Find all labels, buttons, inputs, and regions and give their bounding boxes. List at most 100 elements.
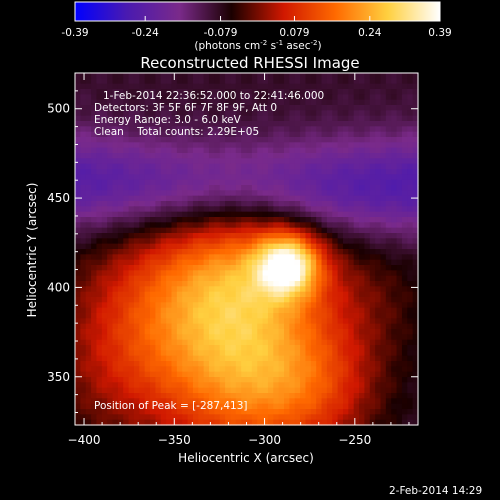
heatmap-cell	[262, 398, 269, 405]
heatmap-cell	[192, 206, 199, 213]
heatmap-cell	[225, 371, 232, 378]
heatmap-cell	[364, 409, 371, 415]
heatmap-cell	[182, 185, 189, 191]
heatmap-cell	[294, 121, 301, 127]
heatmap-cell	[241, 110, 248, 117]
heatmap-cell	[305, 142, 312, 149]
heatmap-cell	[219, 206, 226, 213]
heatmap-cell	[166, 222, 173, 229]
heatmap-cell	[342, 233, 349, 239]
heatmap-cell	[155, 227, 162, 234]
heatmap-cell	[219, 345, 226, 351]
heatmap-cell	[192, 350, 199, 357]
heatmap-cell	[257, 147, 264, 154]
heatmap-cell	[310, 195, 317, 202]
heatmap-cell	[128, 297, 135, 303]
heatmap-cell	[407, 377, 414, 383]
heatmap-cell	[407, 73, 414, 79]
heatmap-cell	[171, 83, 178, 90]
heatmap-cell	[192, 403, 199, 410]
heatmap-cell	[225, 350, 232, 357]
heatmap-cell	[353, 94, 360, 101]
x-tick-label: −400	[68, 433, 101, 447]
heatmap-cell	[380, 270, 387, 277]
heatmap-cell	[316, 329, 323, 335]
heatmap-cell	[75, 163, 81, 170]
heatmap-cell	[85, 350, 92, 357]
heatmap-cell	[262, 126, 269, 133]
heatmap-cell	[257, 323, 264, 330]
heatmap-cell	[326, 179, 333, 186]
heatmap-cell	[85, 318, 92, 325]
heatmap-cell	[139, 334, 146, 341]
heatmap-cell	[273, 254, 280, 261]
heatmap-cell	[230, 243, 237, 250]
heatmap-cell	[123, 361, 130, 367]
heatmap-cell	[123, 243, 130, 250]
heatmap-cell	[107, 169, 114, 175]
heatmap-cell	[359, 291, 366, 298]
heatmap-cell	[225, 121, 232, 127]
heatmap-cell	[391, 254, 398, 261]
heatmap-cell	[198, 403, 205, 410]
heatmap-cell	[214, 286, 221, 293]
heatmap-cell	[214, 350, 221, 357]
heatmap-cell	[401, 185, 408, 191]
heatmap-cell	[348, 302, 355, 309]
heatmap-cell	[241, 105, 248, 111]
heatmap-cell	[166, 313, 173, 319]
heatmap-cell	[176, 211, 183, 218]
heatmap-cell	[337, 115, 344, 122]
heatmap-cell	[123, 190, 130, 197]
heatmap-cell	[289, 78, 296, 85]
heatmap-cell	[176, 307, 183, 314]
heatmap-cell	[364, 99, 371, 106]
heatmap-cell	[273, 355, 280, 362]
heatmap-cell	[284, 291, 290, 298]
heatmap-cell	[326, 345, 333, 351]
heatmap-cell	[316, 254, 323, 261]
heatmap-cell	[133, 179, 140, 186]
heatmap-cell	[203, 318, 210, 325]
heatmap-cell	[128, 291, 135, 298]
heatmap-cell	[391, 131, 398, 138]
heatmap-cell	[326, 227, 333, 234]
heatmap-cell	[364, 211, 371, 218]
heatmap-cell	[117, 350, 124, 357]
heatmap-cell	[407, 238, 414, 245]
heatmap-cell	[80, 158, 87, 165]
heatmap-cell	[407, 318, 414, 325]
heatmap-cell	[107, 419, 114, 426]
heatmap-cell	[284, 201, 290, 207]
heatmap-cell	[155, 387, 162, 394]
heatmap-cell	[273, 185, 280, 191]
heatmap-cell	[144, 275, 151, 282]
heatmap-cell	[155, 238, 162, 245]
heatmap-cell	[300, 94, 307, 101]
heatmap-cell	[359, 254, 366, 261]
heatmap-cell	[369, 281, 376, 287]
heatmap-cell	[267, 131, 274, 138]
heatmap-cell	[182, 409, 189, 415]
heatmap-cell	[284, 414, 290, 421]
heatmap-cell	[96, 259, 103, 266]
heatmap-cell	[246, 393, 253, 399]
heatmap-cell	[171, 291, 178, 298]
heatmap-cell	[369, 163, 376, 170]
heatmap-cell	[225, 179, 232, 186]
heatmap-cell	[326, 222, 333, 229]
heatmap-cell	[166, 339, 173, 346]
heatmap-cell	[198, 179, 205, 186]
heatmap-cell	[337, 350, 344, 357]
heatmap-cell	[160, 137, 167, 143]
heatmap-cell	[144, 409, 151, 415]
heatmap-cell	[251, 174, 258, 181]
heatmap-cell	[294, 89, 301, 95]
heatmap-cell	[139, 174, 146, 181]
heatmap-cell	[407, 323, 414, 330]
heatmap-cell	[246, 201, 253, 207]
heatmap-cell	[123, 201, 130, 207]
heatmap-cell	[407, 99, 414, 106]
heatmap-cell	[235, 398, 242, 405]
heatmap-cell	[203, 179, 210, 186]
